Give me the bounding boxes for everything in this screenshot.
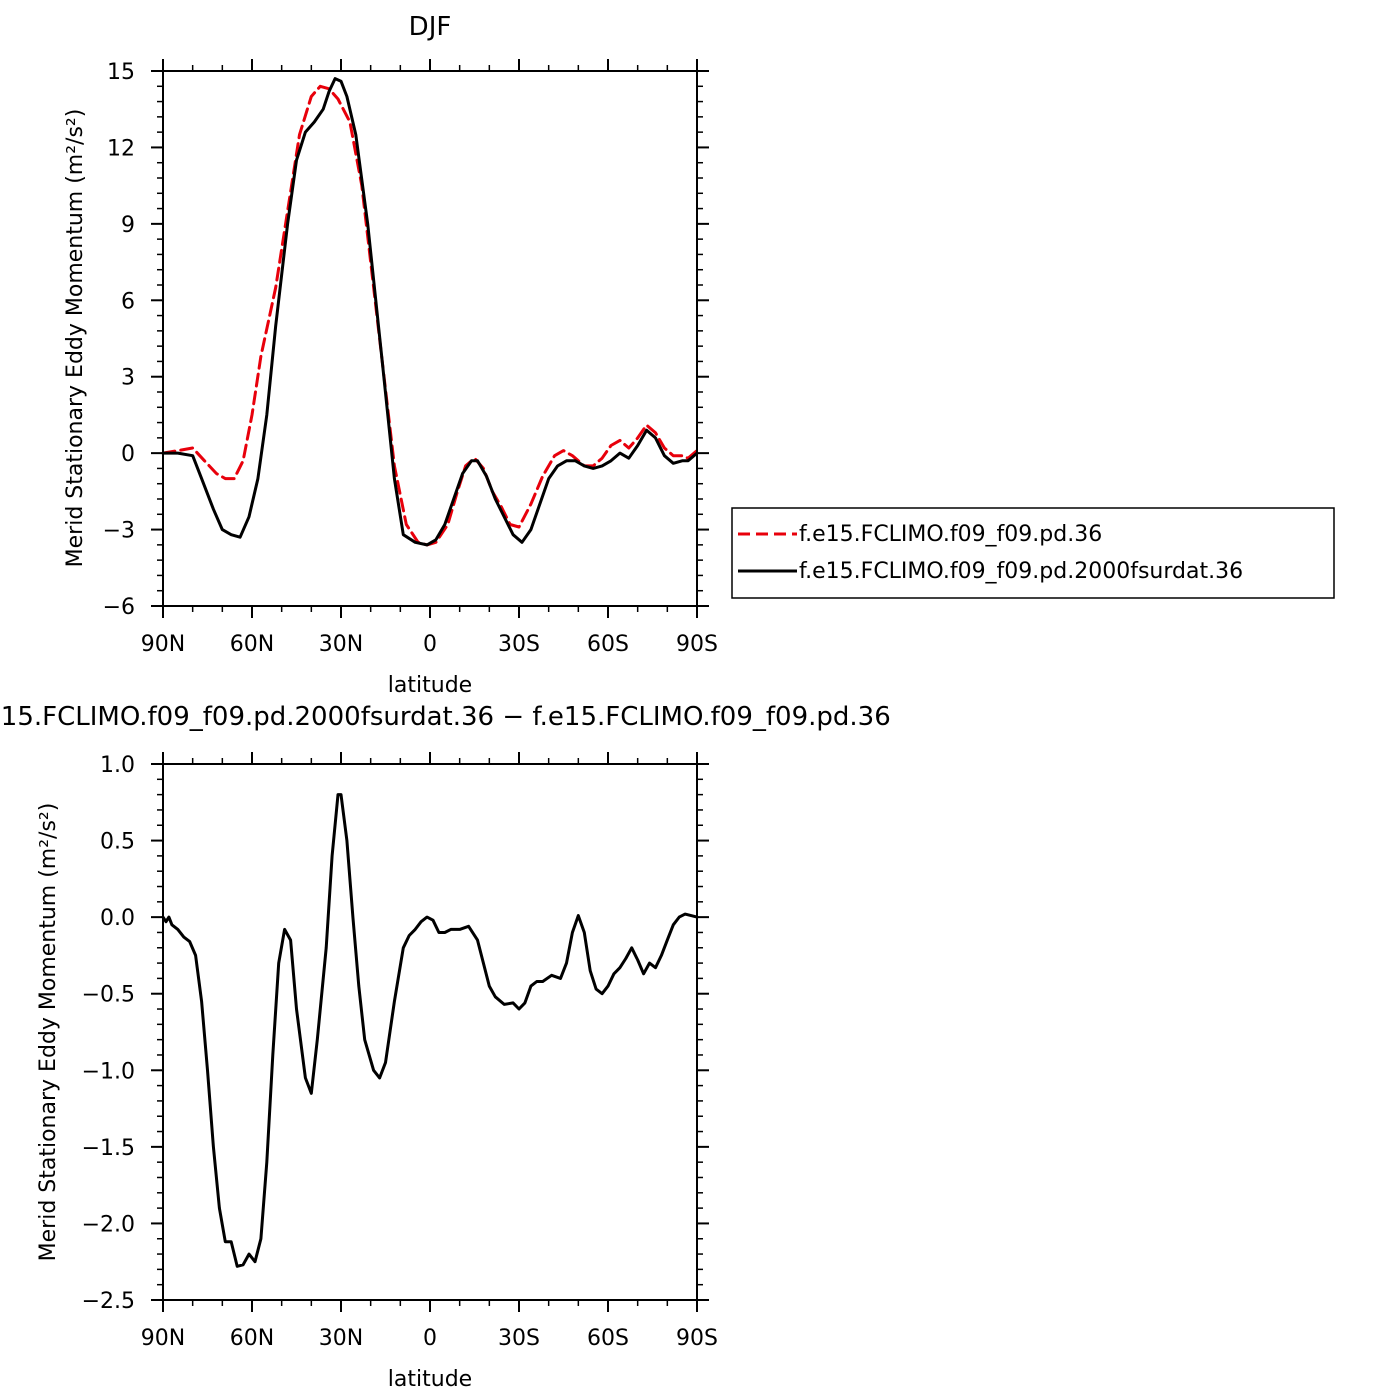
top-panel-series (161, 77, 699, 547)
x-tick-label: 30S (498, 1326, 540, 1351)
y-tick-label: 6 (121, 289, 135, 314)
bottom-panel-frame (162, 763, 698, 1301)
x-tick-label: 0 (423, 1326, 437, 1351)
series-line-0 (161, 793, 699, 1268)
x-tick-label: 30S (498, 632, 540, 657)
top-panel-title: DJF (409, 12, 452, 42)
top-panel-x-axis-title: latitude (388, 673, 472, 698)
x-tick-label: 30N (319, 1326, 363, 1351)
y-tick-label: −6 (103, 595, 135, 620)
y-tick-label: −2.5 (82, 1289, 135, 1314)
y-tick-label: 12 (107, 136, 135, 161)
x-tick-label: 30N (319, 632, 363, 657)
bottom-panel: f.e15.FCLIMO.f09_f09.pd.2000fsurdat.36 −… (0, 702, 891, 1392)
x-tick-label: 90N (141, 1326, 185, 1351)
y-tick-label: 1.0 (100, 753, 135, 778)
bottom-panel-x-axis-title: latitude (388, 1367, 472, 1392)
y-tick-label: 0.5 (100, 830, 135, 855)
y-tick-label: 0 (121, 442, 135, 467)
x-tick-label: 60S (587, 1326, 629, 1351)
series-line-0 (161, 84, 699, 547)
y-tick-label: −0.5 (82, 983, 135, 1008)
top-panel-y-axis-title: Merid Stationary Eddy Momentum (m²/s²) (63, 109, 88, 568)
legend-box (731, 507, 1335, 599)
series-line-1 (161, 77, 699, 547)
bottom-panel-tick-labels: 90N 60N 30N 0 30S 60S 90S −2.5 −2.0 −1.5 −1.0 −0.5 0… (82, 753, 718, 1351)
x-tick-label: 90N (141, 632, 185, 657)
legend-entry-series-0: f.e15.FCLIMO.f09_f09.pd.36 (799, 522, 1102, 547)
top-panel-frame (162, 70, 698, 607)
x-tick-label: 0 (423, 632, 437, 657)
x-tick-label: 60N (230, 632, 274, 657)
y-tick-label: −1.5 (82, 1136, 135, 1161)
bottom-panel-ticks (151, 752, 709, 1312)
x-tick-label: 90S (676, 1326, 718, 1351)
y-tick-label: −2.0 (82, 1212, 135, 1237)
bottom-panel-y-axis-title: Merid Stationary Eddy Momentum (m²/s²) (36, 803, 61, 1262)
legend: f.e15.FCLIMO.f09_f09.pd.36 f.e15.FCLIMO.… (731, 507, 1335, 599)
x-tick-label: 60S (587, 632, 629, 657)
x-tick-label: 90S (676, 632, 718, 657)
legend-entry-series-1: f.e15.FCLIMO.f09_f09.pd.2000fsurdat.36 (799, 559, 1243, 584)
top-panel: DJF Merid Stationary Eddy Momentum (m²/s… (63, 12, 1335, 698)
y-tick-label: 0.0 (100, 906, 135, 931)
bottom-panel-series (161, 793, 699, 1268)
y-tick-label: 9 (121, 213, 135, 238)
y-tick-label: −3 (103, 519, 135, 544)
x-tick-label: 60N (230, 1326, 274, 1351)
y-tick-label: −1.0 (82, 1059, 135, 1084)
y-tick-label: 3 (121, 366, 135, 391)
y-tick-label: 15 (107, 60, 135, 85)
bottom-panel-title: f.e15.FCLIMO.f09_f09.pd.2000fsurdat.36 −… (0, 702, 891, 732)
top-panel-tick-labels: 90N 60N 30N 0 30S 60S 90S −6 −3 0 3 6 9 12 15 (103, 60, 718, 657)
